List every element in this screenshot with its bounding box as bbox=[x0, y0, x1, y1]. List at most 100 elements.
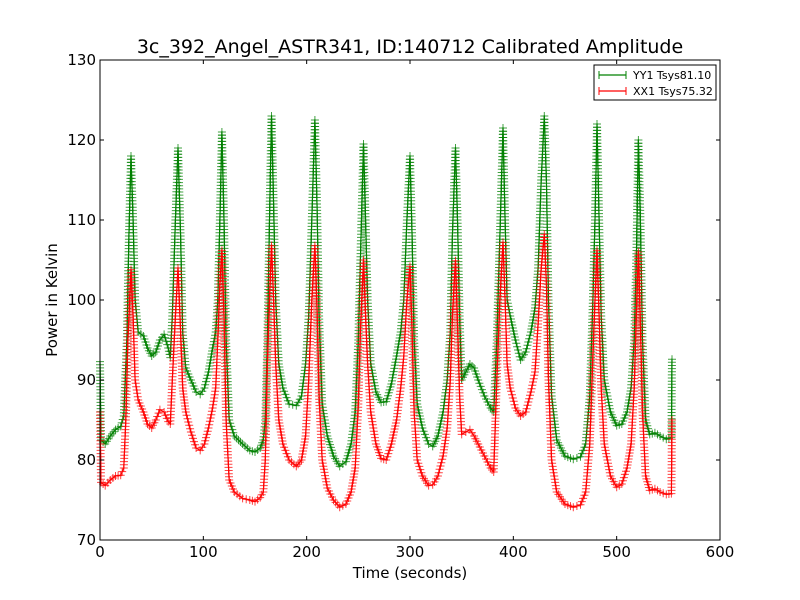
data-point-marker bbox=[605, 465, 614, 474]
data-point-marker bbox=[522, 344, 531, 353]
data-point-marker bbox=[514, 346, 522, 354]
data-point-marker bbox=[292, 401, 301, 410]
data-point-marker bbox=[529, 374, 538, 383]
data-point-marker bbox=[278, 440, 287, 448]
data-point-marker bbox=[204, 424, 213, 432]
data-point-marker bbox=[522, 404, 531, 413]
data-point-marker bbox=[572, 502, 581, 510]
data-point-marker bbox=[579, 494, 588, 503]
data-point-marker bbox=[600, 379, 609, 388]
data-point-marker bbox=[153, 412, 162, 421]
x-tick-label: 100 bbox=[189, 543, 218, 561]
legend-frame bbox=[593, 64, 717, 101]
data-point-marker bbox=[202, 433, 210, 442]
data-point-marker bbox=[200, 440, 209, 448]
data-point-marker bbox=[238, 494, 247, 503]
data-point-marker bbox=[604, 459, 612, 468]
data-point-marker bbox=[605, 404, 614, 413]
data-point-marker bbox=[418, 424, 427, 432]
data-point-marker bbox=[422, 433, 431, 442]
data-point-marker bbox=[283, 396, 292, 405]
data-point-marker bbox=[236, 438, 245, 446]
data-point-marker bbox=[602, 385, 611, 394]
x-tick-label: 0 bbox=[95, 543, 105, 561]
data-point-marker bbox=[198, 387, 207, 396]
data-point-marker bbox=[511, 336, 520, 344]
data-point-marker bbox=[488, 406, 497, 414]
data-point-marker bbox=[525, 394, 534, 403]
series-xx1 bbox=[96, 230, 676, 512]
x-tick-label: 500 bbox=[602, 543, 631, 561]
legend-label: XX1 Tsys75.32 bbox=[633, 85, 713, 98]
x-tick-label: 600 bbox=[706, 543, 735, 561]
data-point-marker bbox=[512, 339, 521, 348]
data-point-marker bbox=[106, 432, 115, 440]
data-point-marker bbox=[436, 462, 445, 470]
data-point-marker bbox=[201, 380, 210, 389]
y-tick-label: 120 bbox=[67, 131, 96, 149]
data-point-marker bbox=[181, 408, 190, 416]
data-point-marker bbox=[288, 400, 297, 409]
series-layer bbox=[96, 112, 676, 512]
data-point-marker bbox=[434, 468, 443, 477]
data-point-marker bbox=[209, 340, 218, 349]
data-point-marker bbox=[292, 462, 301, 471]
y-tick-label: 90 bbox=[77, 371, 96, 389]
data-point-marker bbox=[281, 446, 290, 455]
data-point-marker bbox=[210, 334, 219, 343]
y-axis-label: Power in Kelvin bbox=[43, 243, 61, 357]
data-point-marker bbox=[155, 405, 164, 414]
data-point-marker bbox=[383, 452, 392, 461]
data-point-marker bbox=[569, 455, 578, 464]
data-point-marker bbox=[604, 398, 613, 407]
data-point-marker bbox=[601, 446, 610, 455]
data-point-marker bbox=[600, 443, 609, 452]
data-point-marker bbox=[415, 462, 424, 471]
data-point-marker bbox=[190, 437, 198, 446]
data-point-marker bbox=[604, 395, 612, 404]
data-point-marker bbox=[572, 454, 581, 462]
data-point-marker bbox=[508, 390, 516, 399]
data-point-marker bbox=[417, 468, 426, 477]
data-point-marker bbox=[202, 430, 211, 439]
data-point-marker bbox=[468, 362, 476, 370]
data-point-marker bbox=[577, 497, 586, 506]
data-point-marker bbox=[386, 443, 395, 452]
data-point-marker bbox=[208, 344, 217, 352]
data-point-marker bbox=[196, 390, 205, 399]
data-point-marker bbox=[488, 466, 497, 474]
data-point-marker bbox=[161, 411, 170, 420]
data-point-marker bbox=[201, 436, 210, 445]
data-point-marker bbox=[668, 355, 676, 364]
data-point-marker bbox=[192, 444, 201, 452]
data-point-marker bbox=[234, 436, 243, 444]
data-point-marker bbox=[435, 465, 444, 474]
data-point-marker bbox=[549, 468, 558, 477]
data-point-marker bbox=[622, 467, 630, 476]
data-point-marker bbox=[509, 397, 518, 406]
x-tick-label: 200 bbox=[292, 543, 321, 561]
data-point-marker bbox=[605, 401, 614, 410]
data-point-marker bbox=[468, 428, 476, 437]
data-point-marker bbox=[192, 388, 201, 396]
y-tick-label: 80 bbox=[77, 451, 96, 469]
data-point-marker bbox=[160, 408, 169, 416]
data-point-marker bbox=[525, 334, 534, 343]
data-point-marker bbox=[149, 350, 158, 358]
data-point-marker bbox=[285, 400, 294, 408]
data-point-marker bbox=[232, 434, 241, 442]
data-point-marker bbox=[145, 422, 154, 430]
data-point-marker bbox=[161, 333, 170, 342]
data-point-marker bbox=[283, 452, 292, 461]
data-point-marker bbox=[524, 338, 533, 346]
data-point-marker bbox=[320, 412, 329, 421]
data-point-marker bbox=[569, 503, 578, 512]
data-point-marker bbox=[188, 431, 196, 440]
legend-marker bbox=[598, 87, 627, 95]
data-point-marker bbox=[603, 456, 612, 464]
data-point-marker bbox=[513, 342, 522, 351]
data-point-marker bbox=[205, 420, 214, 429]
data-point-marker bbox=[580, 491, 589, 500]
data-point-marker bbox=[526, 331, 534, 340]
